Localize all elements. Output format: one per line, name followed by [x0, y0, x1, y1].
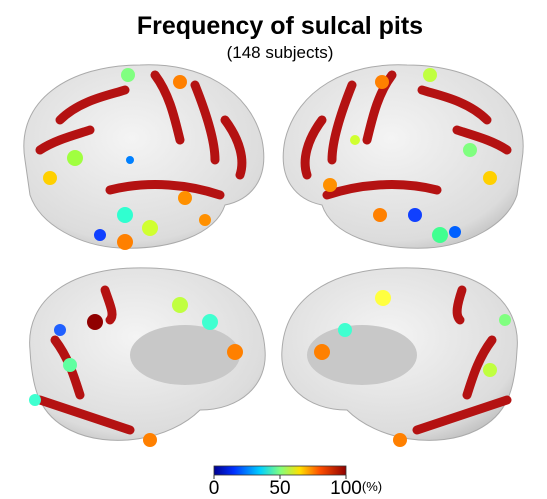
colorbar-tick-label: 0: [209, 478, 220, 499]
brain-left-lateral: [24, 65, 264, 250]
subtitle: (148 subjects): [227, 43, 334, 62]
colorbar: [214, 466, 346, 475]
colorbar-unit: (%): [362, 479, 382, 494]
figure: Frequency of sulcal pits (148 subjects): [0, 0, 547, 499]
colorbar-tick-label: 100: [330, 478, 362, 499]
brain-right-medial: [282, 268, 518, 447]
colorbar-tick-label: 50: [269, 478, 290, 499]
title: Frequency of sulcal pits: [137, 12, 423, 40]
brain-left-medial: [29, 268, 265, 447]
brain-right-lateral: [283, 65, 523, 248]
